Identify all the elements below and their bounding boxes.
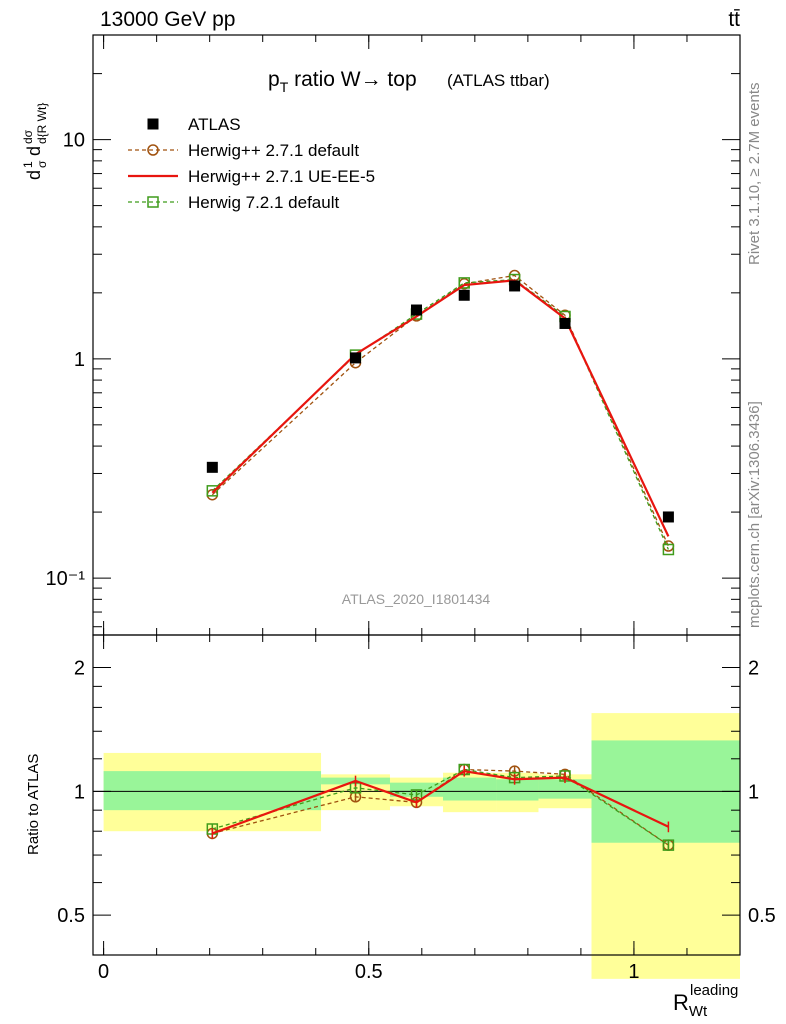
data-point	[509, 280, 521, 292]
header-left: 13000 GeV pp	[100, 8, 235, 31]
ratio-bands	[93, 713, 740, 979]
legend-entry: Herwig 7.2.1 default	[128, 193, 339, 212]
legend-marker	[147, 144, 159, 156]
rivet-label: Rivet 3.1.10, ≥ 2.7M events	[746, 83, 763, 266]
data-point	[662, 543, 675, 556]
data-point	[411, 304, 422, 316]
svg-text:σ: σ	[35, 160, 49, 168]
legend-label: Herwig 7.2.1 default	[188, 193, 339, 212]
ratio-tick-label-right: 0.5	[748, 905, 776, 927]
x-tick-label: 0.5	[355, 961, 383, 983]
legend-entry: Herwig++ 2.7.1 UE-EE-5	[128, 167, 375, 186]
x-tick-label: 0	[98, 961, 109, 983]
series-line	[211, 278, 669, 550]
ratio-band-inner	[443, 777, 497, 801]
data-point	[206, 485, 219, 497]
mcplots-label: mcplots.cern.ch [arXiv:1306.3436]	[746, 401, 763, 628]
series-atlas	[206, 280, 674, 523]
series-line	[211, 274, 669, 547]
y-main-axis-label: d 1 σ d dσ d{R Wt}	[21, 103, 49, 180]
legend-marker	[147, 118, 159, 130]
legend-entry: Herwig++ 2.7.1 default	[128, 141, 359, 160]
x-tick-label: 1	[628, 961, 639, 983]
legend-marker	[147, 196, 159, 208]
x-axis-label-sup: leading	[690, 982, 738, 999]
y-tick-label: 10	[63, 130, 85, 152]
ratio-tick-label: 1	[74, 781, 85, 803]
svg-text:d: d	[24, 170, 44, 180]
data-point	[458, 277, 470, 289]
data-point	[206, 461, 218, 473]
legend-entry: ATLAS	[147, 115, 241, 134]
axis-ticks: 0 0.5 1 10⁻¹ 1 10 0.5 0.5 1 1 2 2	[46, 34, 776, 983]
legend-label: Herwig++ 2.7.1 default	[188, 141, 359, 160]
ratio-frame	[92, 634, 741, 956]
y-ratio-axis-label: Ratio to ATLAS	[25, 754, 42, 855]
ratio-point	[662, 839, 675, 851]
watermark: ATLAS_2020_I1801434	[342, 591, 491, 607]
plot-title: pT ratio W→ top	[268, 68, 417, 95]
series-line	[211, 279, 670, 537]
data-point	[662, 511, 674, 523]
svg-text:1: 1	[21, 161, 35, 168]
header-right: tt̄	[728, 8, 740, 31]
svg-text:d: d	[24, 146, 44, 156]
legend: ATLAS Herwig++ 2.7.1 default Herwig++ 2.7.…	[128, 115, 375, 212]
legend-label: ATLAS	[188, 115, 241, 134]
ratio-tick-label: 2	[74, 658, 85, 680]
data-point	[559, 317, 571, 329]
plot-title-small: (ATLAS ttbar)	[447, 71, 550, 90]
ratio-band-inner	[496, 779, 539, 801]
ratio-tick-label-right: 2	[748, 658, 759, 680]
data-series	[206, 269, 675, 851]
svg-text:dσ: dσ	[21, 129, 35, 144]
y-tick-label: 10⁻¹	[46, 568, 86, 590]
data-point	[458, 289, 470, 301]
y-tick-label: 1	[74, 349, 85, 371]
x-axis-label: RWt	[673, 990, 708, 1020]
data-point	[350, 352, 362, 364]
ratio-tick-label-right: 1	[748, 781, 759, 803]
legend-label: Herwig++ 2.7.1 UE-EE-5	[188, 167, 375, 186]
ratio-band-inner	[103, 771, 322, 811]
svg-text:d{R Wt}: d{R Wt}	[35, 103, 49, 144]
ratio-tick-label: 0.5	[57, 905, 85, 927]
